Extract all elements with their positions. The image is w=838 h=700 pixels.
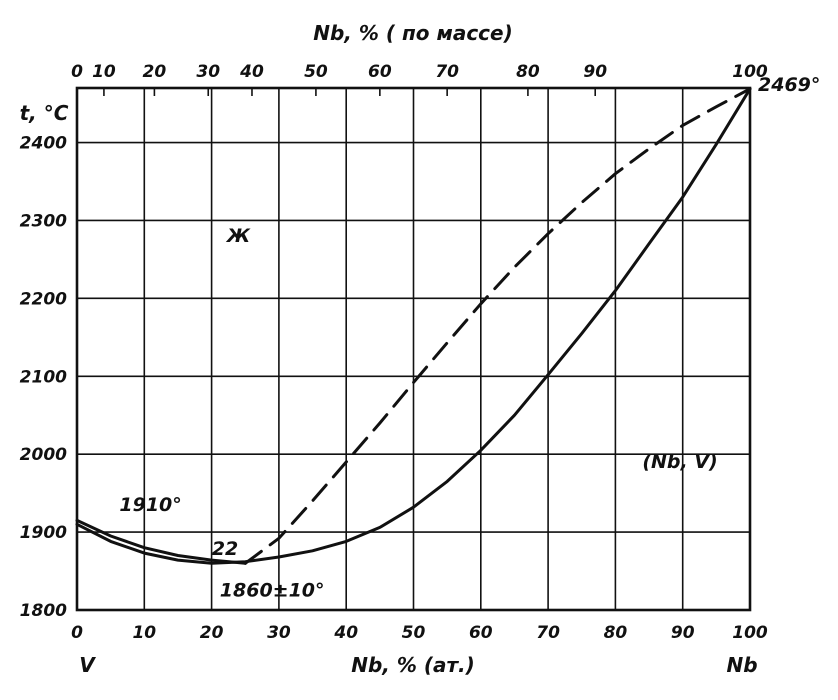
x2-tick-label: 30	[196, 62, 220, 82]
x2-tick-label: 80	[516, 62, 540, 82]
x-tick-label: 30	[267, 623, 291, 643]
x-tick-label: 100	[732, 623, 768, 643]
series-line-2	[75, 518, 247, 565]
bottom-tick-labels: 0 10 20 30 40 50 60 70 80 90 100	[71, 623, 768, 643]
x2-tick-label: 0	[71, 62, 83, 82]
x-tick-label: 20	[200, 623, 224, 643]
y-tick-label: 2000	[20, 445, 67, 465]
x-axis-title: Nb, % (ат.)	[351, 653, 475, 677]
annotation-label: 1910°	[119, 494, 181, 516]
x-tick-label: 0	[71, 623, 83, 643]
x2-tick-label: 10	[92, 62, 116, 82]
y-tick-label: 2100	[20, 367, 67, 387]
series-line-3	[243, 87, 752, 565]
x-tick-label: 60	[469, 623, 493, 643]
annotation-label: (Nb, V)	[642, 451, 717, 473]
x-tick-label: 90	[671, 623, 695, 643]
x2-tick-label: 90	[583, 62, 607, 82]
x-tick-label: 80	[604, 623, 628, 643]
x2-tick-label: 100	[732, 62, 768, 82]
x-tick-label: 10	[132, 623, 156, 643]
x-tick-label: 40	[333, 623, 358, 643]
x2-tick-label: 60	[368, 62, 392, 82]
annotation-label: Ж	[225, 225, 251, 247]
top-tick-labels: 0 10 20 30 40 50 60 70 80 90 100	[71, 62, 768, 82]
annotation-label: 1860±10°	[220, 580, 325, 602]
annotation-label: 2469°	[758, 74, 820, 96]
x-end-label-right: Nb	[726, 653, 757, 677]
annotations: 2469° Ж (Nb, V) 1910° 22 1860±10°	[119, 74, 820, 602]
y-tick-label: 1800	[20, 601, 67, 621]
y-tick-label: 2200	[20, 289, 67, 309]
x2-tick-label: 40	[239, 62, 264, 82]
y-tick-label: 2400	[20, 134, 67, 154]
x-end-label-left: V	[79, 653, 96, 677]
series-line-1	[75, 87, 752, 565]
y-tick-label: 1900	[20, 523, 67, 543]
plot-frame	[75, 86, 752, 612]
x2-tick-label: 20	[143, 62, 167, 82]
x2-tick-label: 70	[435, 62, 459, 82]
annotation-label: 22	[212, 538, 238, 560]
x-tick-label: 70	[536, 623, 560, 643]
y-axis-title: t, °C	[20, 101, 69, 125]
x2-tick-label: 50	[304, 62, 328, 82]
y-tick-labels: 1800 1900 2000 2100 2200 2300 2400	[20, 134, 67, 621]
x2-axis-title: Nb, % ( по массе)	[313, 21, 513, 45]
x-tick-label: 50	[402, 623, 426, 643]
grid-layer	[76, 88, 751, 610]
y-tick-label: 2300	[20, 211, 67, 231]
curves-layer	[75, 87, 752, 565]
